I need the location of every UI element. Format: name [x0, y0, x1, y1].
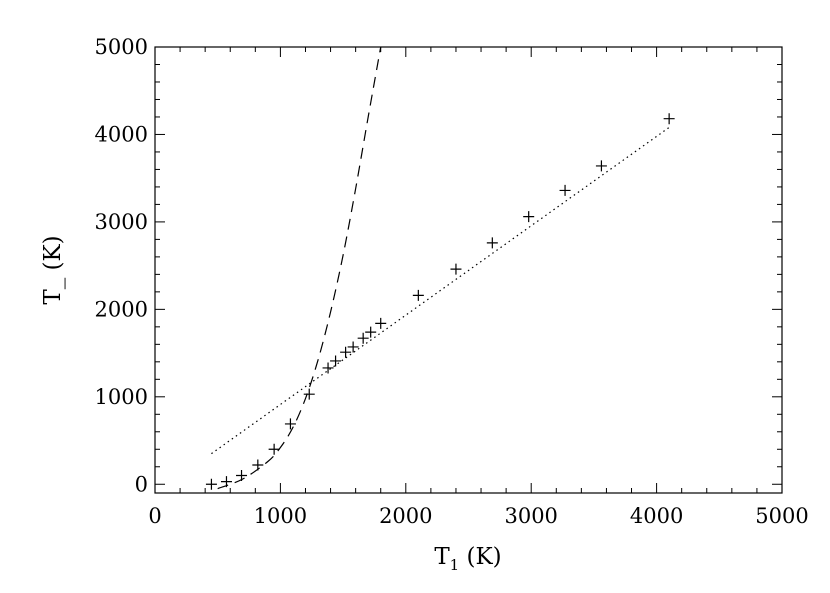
data-point-plus-marker	[340, 346, 352, 358]
data-point-plus-marker	[365, 326, 377, 338]
data-point-plus-marker	[347, 341, 359, 353]
data-point-plus-marker	[523, 211, 535, 223]
x-axis-title: T1 (K)	[434, 544, 501, 574]
x-tick-label: 1000	[254, 504, 307, 528]
data-point-plus-marker	[595, 160, 607, 172]
data-point-plus-marker	[322, 362, 334, 374]
plot-frame	[154, 46, 783, 494]
data-point-plus-marker	[412, 289, 424, 301]
dotted-fit-line	[211, 126, 670, 455]
x-axis-title-unit: (K)	[467, 544, 502, 570]
data-points	[205, 113, 675, 490]
y-tick-label: 3000	[95, 210, 148, 234]
y-tick-label: 4000	[95, 122, 148, 146]
y-tick-label: 1000	[95, 385, 148, 409]
dashed-fit-curve	[217, 47, 382, 490]
data-point-plus-marker	[663, 113, 675, 125]
axis-tick-labels: 0 1000 2000 3000 4000 5000 0 1000 2000 3000 4000 50…	[95, 35, 809, 528]
y-tick-label: 0	[135, 472, 148, 496]
x-axis-title-main: T	[434, 544, 450, 570]
data-point-plus-marker	[268, 443, 280, 455]
x-tick-label: 2000	[379, 504, 432, 528]
data-point-plus-marker	[450, 263, 462, 275]
y-tick-label: 2000	[95, 297, 148, 321]
x-tick-label: 5000	[755, 504, 808, 528]
x-axis-title-subscript: 1	[450, 556, 460, 574]
data-point-plus-marker	[486, 237, 498, 249]
data-point-plus-marker	[330, 355, 342, 367]
y-tick-label: 5000	[95, 35, 148, 59]
x-tick-label: 3000	[504, 504, 557, 528]
y-axis-title: T_ (K)	[40, 235, 66, 304]
y-axis-title-unit: (K)	[40, 235, 66, 270]
data-point-plus-marker	[357, 332, 369, 344]
data-point-plus-marker	[284, 418, 296, 430]
series-layer	[205, 47, 675, 490]
data-point-plus-marker	[375, 317, 387, 329]
data-point-plus-marker	[303, 388, 315, 400]
x-tick-label: 4000	[630, 504, 683, 528]
data-point-plus-marker	[205, 478, 217, 490]
x-tick-label: 0	[148, 504, 161, 528]
axis-ticks	[154, 46, 783, 493]
y-axis-title-main: T_	[40, 277, 66, 304]
data-point-plus-marker	[559, 184, 571, 196]
